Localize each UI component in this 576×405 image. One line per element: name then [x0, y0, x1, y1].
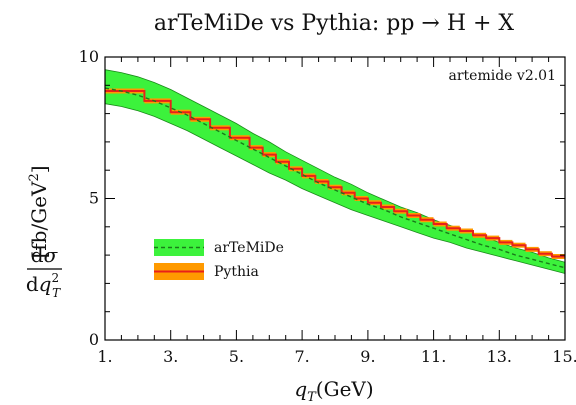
artemide-central-line — [104, 87, 566, 269]
x-tick-label: 15. — [552, 347, 576, 366]
y-tick-label: 5 — [89, 189, 99, 208]
x-tick-labels: 1. 3. 5. 7. 9. 11. 13. 15. — [97, 347, 576, 366]
legend: arTeMiDe Pythia — [154, 239, 284, 280]
y-axis-fraction-numerator: dσ — [31, 243, 59, 267]
artemide-uncertainty-band — [105, 69, 565, 274]
x-tick-label: 11. — [421, 347, 446, 366]
y-tick-label: 0 — [89, 330, 99, 349]
y-axis-units: [fb/GeV2] — [27, 165, 51, 258]
plot-area — [104, 69, 566, 274]
version-annotation: artemide v2.01 — [449, 68, 556, 84]
y-axis-label: dσ dq2 T [fb/GeV2] — [26, 165, 62, 300]
x-tick-label: 5. — [229, 347, 244, 366]
x-tick-label: 1. — [97, 347, 112, 366]
artemide-band-lower-edge — [104, 103, 566, 274]
y-tick-label: 10 — [79, 47, 99, 66]
legend-label-artemide: arTeMiDe — [214, 240, 284, 256]
chart-title: arTeMiDe vs Pythia: pp → H + X — [154, 11, 515, 36]
axis-ticks — [104, 56, 566, 341]
legend-label-pythia: Pythia — [214, 264, 259, 280]
y-axis-fraction-denominator: dq2 T — [26, 271, 61, 300]
x-tick-label: 3. — [163, 347, 178, 366]
x-axis-label: qT(GeV) — [294, 377, 373, 405]
x-tick-label: 9. — [360, 347, 375, 366]
pythia-histogram-line — [105, 90, 565, 258]
x-tick-label: 13. — [487, 347, 512, 366]
x-tick-label: 7. — [294, 347, 309, 366]
x-axis-title: qT(GeV) — [294, 377, 373, 405]
y-tick-labels: 0 5 10 — [79, 47, 99, 349]
